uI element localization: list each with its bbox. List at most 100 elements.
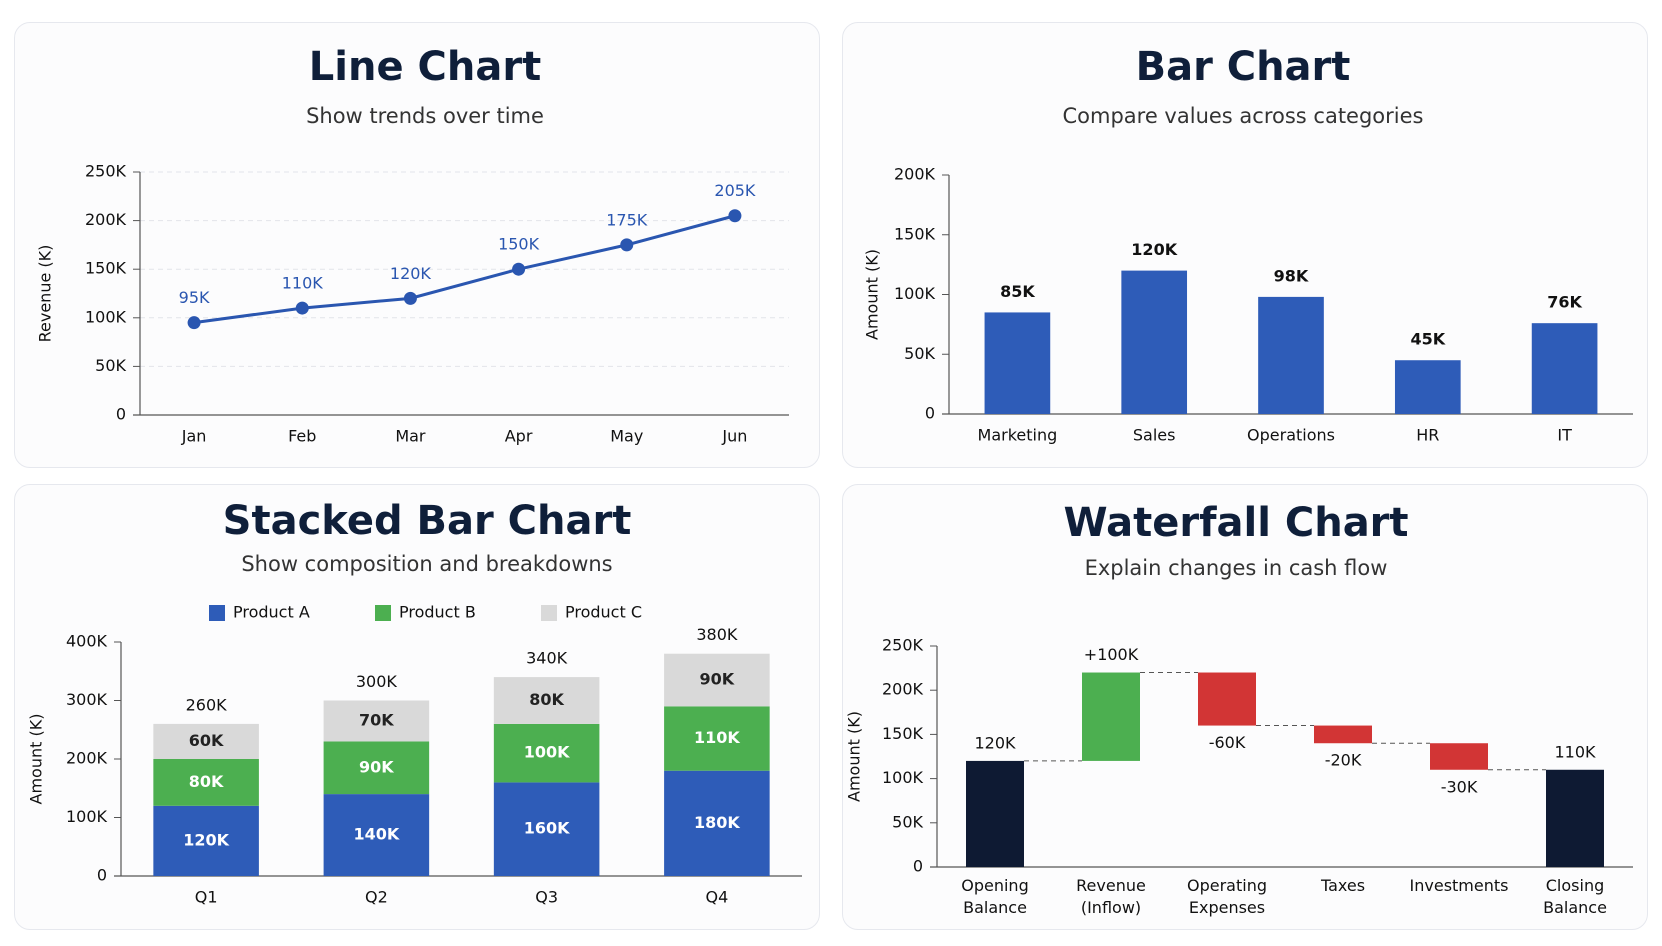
chart: Stacked Bar Chart Show composition and b…	[27, 498, 802, 907]
bar-segment	[323, 794, 430, 876]
bar	[966, 760, 1024, 867]
chart-subtitle: Explain changes in cash flow	[1085, 556, 1388, 580]
value-label: 120K	[390, 264, 432, 283]
value-label: 85K	[1000, 282, 1035, 301]
value-label: 60K	[189, 731, 224, 750]
value-label: 150K	[498, 235, 540, 254]
y-tick-label: 150K	[85, 259, 127, 278]
x-tick-label: Jan	[181, 427, 207, 446]
x-tick-label: HR	[1416, 426, 1439, 445]
value-label: 180K	[694, 813, 740, 832]
value-label: 110K	[694, 728, 740, 747]
y-tick-label: 150K	[894, 224, 936, 243]
x-tick-label: Opening Balance	[961, 876, 1029, 917]
value-label: 110K	[1554, 742, 1596, 761]
y-tick-label: 100K	[882, 768, 924, 787]
bar	[1082, 672, 1140, 761]
value-label: 90K	[359, 757, 394, 776]
bar-segment	[664, 653, 770, 707]
y-tick-label: 200K	[85, 210, 127, 229]
bar	[1546, 769, 1604, 867]
x-tick-label: Sales	[1133, 426, 1176, 445]
bar	[1198, 672, 1256, 726]
x-tick-label: IT	[1557, 426, 1572, 445]
x-tick-label: Q4	[705, 888, 728, 907]
value-label: -20K	[1325, 751, 1362, 770]
total-label: 260K	[186, 695, 228, 714]
value-label: 80K	[189, 772, 224, 791]
x-tick-label: Jun	[721, 427, 747, 446]
bar-segment	[153, 759, 259, 806]
y-tick-label: 0	[925, 404, 935, 423]
bar-segment	[153, 723, 259, 759]
total-label: 300K	[356, 672, 398, 691]
value-label: 205K	[714, 181, 756, 200]
legend-label: Product C	[565, 603, 642, 622]
chart-subtitle: Show composition and breakdowns	[241, 552, 612, 576]
y-tick-label: 0	[913, 857, 923, 876]
x-tick-label: Revenue (Inflow)	[1076, 876, 1146, 917]
x-tick-label: Mar	[395, 427, 426, 446]
y-tick-label: 100K	[66, 807, 108, 826]
panel: Waterfall Chart Explain changes in cash …	[842, 484, 1648, 930]
line	[193, 214, 736, 325]
legend-swatch	[209, 605, 225, 621]
bar-segment	[153, 805, 259, 876]
y-tick-label: 200K	[882, 680, 924, 699]
x-tick-label: Apr	[505, 427, 533, 446]
y-axis-label: Revenue (K)	[36, 245, 55, 343]
y-tick-label: 0	[97, 866, 107, 885]
value-label: 45K	[1410, 330, 1445, 349]
x-tick-label: Investments	[1409, 876, 1509, 895]
bar-segment	[323, 741, 430, 795]
legend-swatch	[541, 605, 557, 621]
x-tick-label: Q1	[195, 888, 218, 907]
x-tick-label: Operations	[1247, 426, 1335, 445]
y-tick-label: 200K	[894, 165, 936, 184]
bar-segment	[493, 782, 600, 876]
bar	[1314, 725, 1372, 744]
y-axis-label: Amount (K)	[27, 714, 46, 805]
chart-title: Stacked Bar Chart	[223, 498, 632, 544]
bar	[1394, 360, 1461, 414]
x-tick-label: Marketing	[978, 426, 1058, 445]
total-label: 380K	[696, 625, 738, 644]
value-label: 70K	[359, 710, 394, 729]
value-label: -60K	[1209, 733, 1246, 752]
value-label: 98K	[1274, 266, 1309, 285]
chart-title: Waterfall Chart	[1063, 500, 1408, 546]
legend-label: Product B	[399, 603, 476, 622]
bar	[1430, 743, 1488, 770]
value-label: 90K	[700, 670, 735, 689]
x-tick-label: Q2	[365, 888, 388, 907]
x-tick-label: Operating Expenses	[1187, 876, 1267, 917]
point	[295, 301, 309, 315]
y-tick-label: 50K	[892, 812, 923, 831]
value-label: -30K	[1441, 777, 1478, 796]
value-label: 110K	[282, 274, 324, 293]
bar-segment	[664, 770, 770, 876]
chart: Waterfall Chart Explain changes in cash …	[845, 500, 1633, 876]
value-label: 120K	[974, 733, 1016, 752]
panel: Stacked Bar Chart Show composition and b…	[14, 484, 820, 930]
value-label: 80K	[529, 690, 564, 709]
value-label: 175K	[606, 210, 648, 229]
bar-segment	[323, 700, 430, 742]
chart-title: Bar Chart	[1136, 44, 1351, 90]
x-tick-label: Taxes	[1320, 876, 1366, 895]
y-tick-label: 150K	[882, 724, 924, 743]
y-tick-label: 200K	[66, 749, 108, 768]
value-label: +100K	[1084, 645, 1139, 664]
point	[728, 209, 742, 223]
bar	[1258, 296, 1324, 414]
legend-label: Product A	[233, 603, 310, 622]
chart: Line Chart Show trends over time Revenue…	[36, 44, 789, 446]
y-tick-label: 250K	[882, 636, 924, 655]
value-label: 140K	[353, 825, 399, 844]
y-tick-label: 250K	[85, 162, 127, 181]
x-tick-label: May	[610, 427, 643, 446]
point	[187, 316, 201, 330]
bar	[984, 312, 1051, 414]
y-tick-label: 400K	[66, 632, 108, 651]
